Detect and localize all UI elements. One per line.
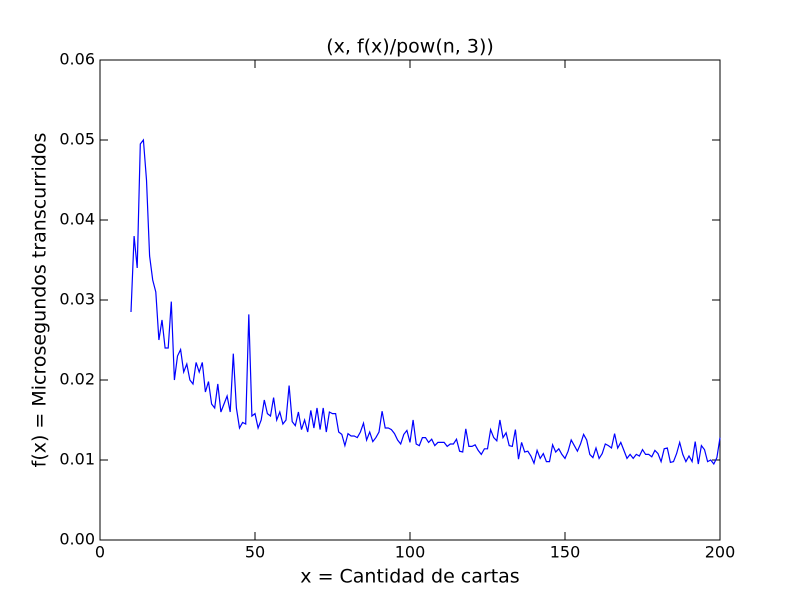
y-tick-label: 0.00 [59,530,95,549]
y-tick-label: 0.01 [59,450,95,469]
x-axis-label: x = Cantidad de cartas [300,566,519,588]
x-tick-label: 50 [245,543,265,562]
x-tick-label: 0 [95,543,105,562]
y-tick-label: 0.06 [59,50,95,69]
y-tick-label: 0.05 [59,130,95,149]
x-tick-label: 100 [395,543,426,562]
chart-title: (x, f(x)/pow(n, 3)) [326,36,494,58]
x-tick-label: 200 [705,543,736,562]
y-tick-label: 0.04 [59,210,95,229]
x-tick-label: 150 [550,543,581,562]
y-axis-label: f(x) = Microsegundos transcurridos [29,133,51,468]
data-line [130,138,721,466]
y-tick-label: 0.03 [59,290,95,309]
y-tick-label: 0.02 [59,370,95,389]
